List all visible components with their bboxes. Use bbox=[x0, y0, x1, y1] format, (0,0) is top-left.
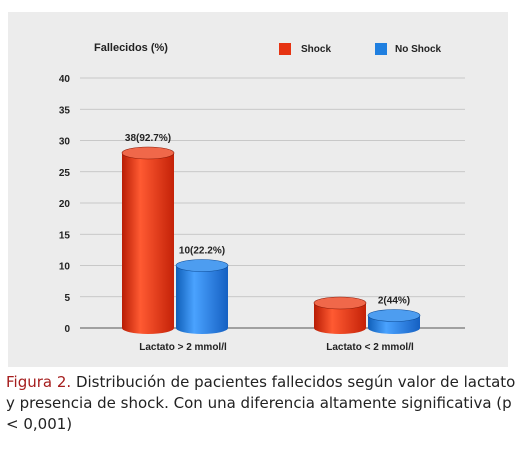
bar-chart: Fallecidos (%) Shock No Shock 0 5 10 15 20 25… bbox=[59, 42, 465, 353]
y-axis-label: Fallecidos (%) bbox=[94, 42, 168, 54]
y-tick-label: 40 bbox=[59, 74, 71, 85]
bar-top bbox=[313, 296, 367, 310]
bar-top bbox=[175, 259, 229, 272]
legend-swatch-no-shock bbox=[375, 43, 387, 55]
y-tick-label: 35 bbox=[59, 105, 71, 116]
data-label: 10(22.2%) bbox=[179, 246, 225, 257]
data-label: 38(92.7%) bbox=[125, 133, 171, 144]
bar-top bbox=[121, 146, 175, 160]
y-tick-label: 15 bbox=[59, 230, 71, 241]
bar-top bbox=[367, 309, 421, 322]
bar-shock-1 bbox=[313, 296, 367, 334]
category-label-lactato-low: Lactato < 2 mmol/l bbox=[326, 342, 414, 353]
y-tick-label: 30 bbox=[59, 137, 71, 148]
y-tick-label: 0 bbox=[64, 324, 70, 335]
bar-no-shock-0 bbox=[175, 259, 229, 334]
y-tick-label: 10 bbox=[59, 262, 71, 273]
bar-body bbox=[122, 153, 174, 334]
y-tick-label: 20 bbox=[59, 199, 71, 210]
figure-caption: Figura 2. Distribución de pacientes fall… bbox=[6, 372, 516, 435]
y-tick-label: 5 bbox=[64, 293, 70, 304]
bar-body bbox=[314, 303, 366, 334]
legend-label-shock: Shock bbox=[301, 44, 331, 55]
bar-shock-0 bbox=[121, 146, 175, 334]
bar-no-shock-1 bbox=[367, 309, 421, 334]
data-label: 2(44%) bbox=[378, 296, 410, 307]
chart-panel: Fallecidos (%) Shock No Shock 0 5 10 15 20 25… bbox=[8, 12, 508, 367]
legend-swatch-shock bbox=[279, 43, 291, 55]
bar-body bbox=[176, 265, 228, 334]
legend-label-no-shock: No Shock bbox=[395, 44, 442, 55]
caption-text: Distribución de pacientes fallecidos seg… bbox=[6, 373, 516, 433]
category-label-lactato-high: Lactato > 2 mmol/l bbox=[139, 342, 227, 353]
figure-label: Figura 2. bbox=[6, 373, 72, 391]
y-tick-label: 25 bbox=[59, 168, 71, 179]
